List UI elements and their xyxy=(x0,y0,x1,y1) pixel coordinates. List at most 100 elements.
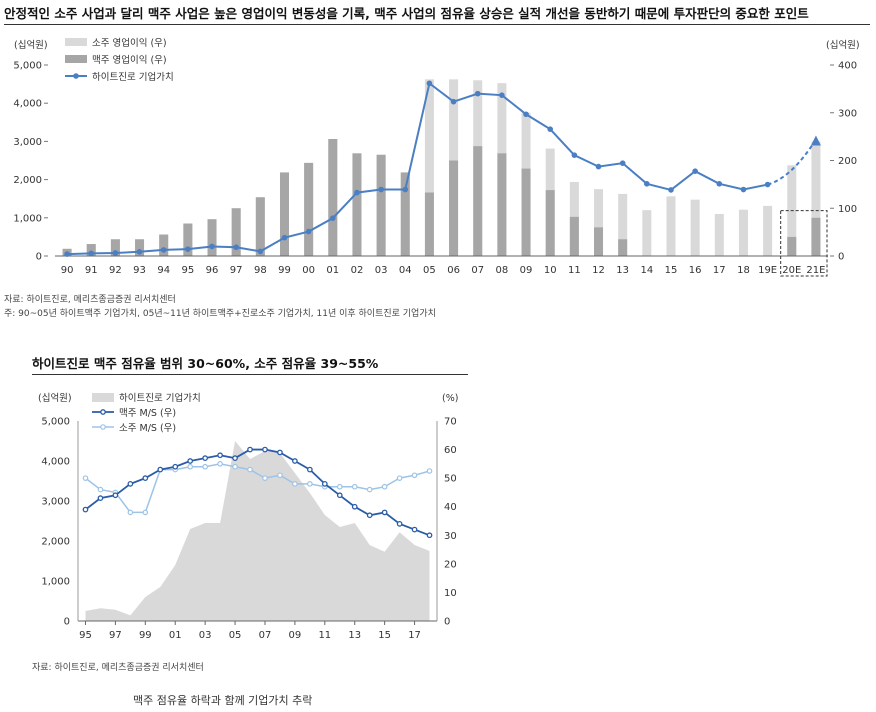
enterprise-value-point xyxy=(547,126,554,132)
soju-ms-point xyxy=(97,486,104,493)
x-tick-label: 10 xyxy=(544,265,557,276)
beer-profit-bar xyxy=(255,197,265,256)
beer-ms-point xyxy=(232,455,238,461)
soju-profit-bar xyxy=(618,193,628,256)
bottom-chart-title: 하이트진로 맥주 점유율 범위 30~60%, 소주 점유율 39~55% xyxy=(32,356,379,371)
right-axis-unit: (십억원) xyxy=(826,39,860,51)
x-tick-label: 97 xyxy=(109,630,122,641)
left-tick-label: 4,000 xyxy=(13,99,42,110)
beer-ms-point xyxy=(426,532,433,539)
beer-ms-point xyxy=(127,481,134,487)
beer-ms-point xyxy=(336,492,343,499)
soju-ms-point xyxy=(411,472,418,479)
x-tick-label: 90 xyxy=(61,265,74,276)
x-tick-label: 93 xyxy=(133,265,146,276)
x-tick-label: 19E xyxy=(758,265,777,276)
beer-ms-point xyxy=(142,475,149,481)
forecast-box xyxy=(780,210,828,277)
legend-area-swatch xyxy=(92,393,114,402)
beer-profit-bar xyxy=(787,236,797,256)
enterprise-value-point xyxy=(474,90,481,97)
beer-ms-point xyxy=(396,521,403,527)
enterprise-value-area xyxy=(85,441,430,621)
soju-ms-point xyxy=(381,483,388,490)
enterprise-value-point xyxy=(185,246,191,252)
soju-ms-point xyxy=(187,463,193,470)
x-tick-label: 01 xyxy=(169,630,182,641)
beer-profit-bar xyxy=(279,172,289,256)
beer-ms-point xyxy=(202,455,208,461)
legend-beer-ms-label: 맥주 M/S (우) xyxy=(119,408,176,419)
enterprise-value-point xyxy=(88,250,95,257)
left-tick-label: 0 xyxy=(36,252,42,263)
enterprise-value-point xyxy=(354,189,360,196)
beer-profit-bar xyxy=(618,239,628,256)
enterprise-value-point xyxy=(329,215,336,221)
x-tick-label: 08 xyxy=(496,265,509,276)
enterprise-value-point xyxy=(499,92,505,98)
top-note: 주: 90~05년 하이트맥주 기업가치, 05년~11년 하이트맥주+진로소주… xyxy=(4,309,436,319)
soju-ms-point xyxy=(217,461,223,467)
beer-ms-point xyxy=(172,463,179,470)
beer-profit-bar xyxy=(352,153,362,256)
beer-profit-bar xyxy=(135,239,145,256)
soju-profit-bar xyxy=(738,209,748,256)
x-tick-label: 15 xyxy=(665,265,678,276)
left-tick-label: 2,000 xyxy=(13,175,42,186)
beer-profit-bar xyxy=(231,208,241,256)
x-tick-label: 07 xyxy=(259,630,272,641)
beer-profit-bar xyxy=(400,172,410,256)
soju-ms-point xyxy=(127,509,134,516)
beer-ms-point xyxy=(277,449,283,456)
enterprise-value-point xyxy=(668,187,674,193)
enterprise-value-point xyxy=(402,186,409,193)
x-tick-label: 09 xyxy=(289,630,302,641)
x-tick-label: 11 xyxy=(568,265,581,276)
beer-profit-bar xyxy=(86,244,96,256)
x-tick-label: 03 xyxy=(375,265,388,276)
soju-ms-point xyxy=(82,475,89,481)
x-tick-label: 05 xyxy=(229,630,242,641)
enterprise-value-point xyxy=(160,247,167,253)
beer-ms-point xyxy=(187,458,194,464)
right-tick-label: 50 xyxy=(444,474,457,485)
soju-ms-point xyxy=(336,483,343,490)
soju-profit-bar xyxy=(424,79,434,256)
left-axis-unit: (십억원) xyxy=(38,392,72,404)
beer-profit-bar xyxy=(811,217,821,256)
x-tick-label: 99 xyxy=(278,265,291,276)
x-tick-label: 20E xyxy=(782,265,801,276)
soju-profit-bar xyxy=(811,141,821,256)
soju-profit-bar xyxy=(690,199,700,256)
x-tick-label: 06 xyxy=(447,265,460,276)
enterprise-value-point xyxy=(112,250,119,256)
soju-ms-point xyxy=(142,509,149,516)
x-tick-label: 13 xyxy=(616,265,629,276)
beer-ms-point xyxy=(292,458,298,464)
right-tick-label: 20 xyxy=(444,559,457,570)
left-tick-label: 5,000 xyxy=(41,417,70,428)
x-tick-label: 95 xyxy=(79,630,92,641)
top-source: 자료: 하이트진로, 메리츠종금증권 리서치센터 xyxy=(4,295,176,305)
legend-soju-ms-label: 소주 M/S (우) xyxy=(119,423,176,434)
soju-ms-point xyxy=(307,481,313,487)
enterprise-value-point xyxy=(136,248,143,255)
enterprise-value-point xyxy=(305,228,312,235)
soju-ms-point xyxy=(366,486,373,493)
soju-profit-bar xyxy=(666,196,676,256)
right-tick-label: 0 xyxy=(838,252,844,263)
enterprise-value-point xyxy=(740,186,747,193)
x-tick-label: 13 xyxy=(348,630,361,641)
beer-profit-bar xyxy=(376,154,386,256)
soju-ms-point xyxy=(232,463,238,470)
enterprise-value-point xyxy=(426,80,433,87)
beer-profit-bar xyxy=(545,190,555,256)
x-tick-label: 05 xyxy=(423,265,436,276)
x-tick-label: 96 xyxy=(206,265,219,276)
x-tick-label: 09 xyxy=(520,265,533,276)
x-tick-label: 18 xyxy=(737,265,750,276)
forecast-arrow-icon xyxy=(810,135,821,146)
x-tick-label: 97 xyxy=(230,265,243,276)
enterprise-value-point xyxy=(233,244,239,251)
soju-ms-point xyxy=(351,483,358,490)
